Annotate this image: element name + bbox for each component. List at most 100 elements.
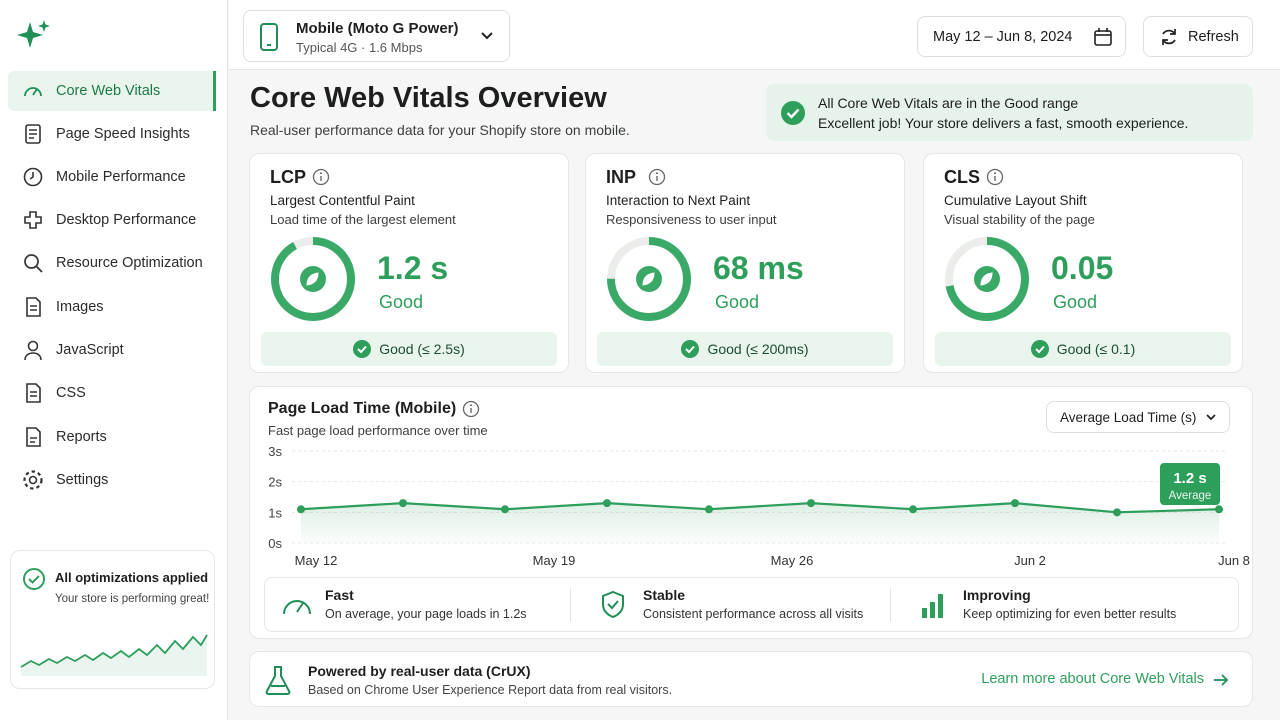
summary-text: Keep optimizing for even better results	[963, 607, 1177, 621]
nav-label: JavaScript	[56, 342, 124, 358]
metric-rating: Good	[1053, 292, 1098, 312]
metric-name: Interaction to Next Paint	[606, 193, 751, 208]
page-title: Core Web Vitals Overview	[250, 82, 607, 114]
shield-icon	[602, 590, 624, 619]
footer-text: Based on Chrome User Experience Report d…	[308, 683, 673, 697]
metric-desc: Responsiveness to user input	[606, 212, 777, 227]
arrow-icon	[1214, 674, 1229, 686]
refresh-button[interactable]: Refresh	[1143, 16, 1253, 57]
sidebar: Core Web Vitals Page Speed Insights Mobile…	[0, 0, 228, 720]
sparkline	[20, 634, 208, 676]
gauge	[607, 237, 691, 321]
nav-item[interactable]: JavaScript	[8, 330, 216, 370]
chevron	[1206, 414, 1216, 421]
threshold-text: Good (≤ 200ms)	[707, 341, 809, 357]
nav-item[interactable]: Mobile Performance	[8, 157, 216, 197]
summary-text: On average, your page loads in 1.2s	[325, 607, 527, 621]
date-range[interactable]: May 12 – Jun 8, 2024	[917, 16, 1126, 57]
metric-name: Cumulative Layout Shift	[944, 193, 1087, 208]
info-icon	[312, 168, 330, 186]
nav-item[interactable]: Images	[8, 287, 216, 327]
metric-desc: Load time of the largest element	[270, 212, 456, 227]
check-icon	[353, 340, 372, 358]
nav-label: Images	[56, 299, 104, 315]
summary-title: Stable	[643, 587, 686, 603]
logo	[17, 20, 50, 48]
nav-item[interactable]: Desktop Performance	[8, 200, 216, 240]
info-icon	[462, 400, 480, 418]
threshold-text: Good (≤ 0.1)	[1056, 341, 1136, 357]
learn-more-link[interactable]: Learn more about Core Web Vitals	[981, 671, 1204, 687]
nav-label: Core Web Vitals	[56, 83, 161, 99]
chevron	[481, 32, 493, 40]
device-name: Mobile (Moto G Power)	[296, 20, 459, 37]
status-card: All optimizations applied Your store is …	[10, 550, 215, 689]
summary-bar: Fast On average, your page loads in 1.2s S…	[264, 577, 1239, 632]
threshold-badge: Good (≤ 200ms)	[597, 332, 893, 366]
threshold-text: Good (≤ 2.5s)	[379, 341, 465, 357]
nav-icon	[26, 383, 41, 403]
metric-rating: Good	[379, 292, 424, 312]
nav-item[interactable]: Reports	[8, 417, 216, 457]
gauge	[945, 237, 1029, 321]
device-selector[interactable]: Mobile (Moto G Power) Typical 4G · 1.6 M…	[243, 10, 510, 62]
nav-icon	[26, 297, 41, 317]
footer-title: Powered by real-user data (CrUX)	[308, 663, 531, 679]
metric-code: INP	[606, 167, 637, 187]
metric-name: Largest Contentful Paint	[270, 193, 415, 208]
metric-card: CLS Cumulative Layout Shift Visual stabi…	[923, 153, 1243, 373]
metric-desc: Visual stability of the page	[944, 212, 1095, 227]
nav-icon	[26, 427, 41, 447]
check-icon	[1030, 340, 1049, 358]
nav-icon	[24, 340, 42, 361]
check-icon	[681, 340, 700, 358]
banner-text: Excellent job! Your store delivers a fas…	[818, 115, 1189, 131]
nav-item[interactable]: Resource Optimization	[8, 243, 216, 283]
threshold-badge: Good (≤ 0.1)	[935, 332, 1231, 366]
nav-icon	[24, 211, 42, 229]
nav-label: Resource Optimization	[56, 255, 203, 271]
chart-card: Page Load Time (Mobile) Fast page load p…	[249, 386, 1253, 639]
status-text: Your store is performing great!	[55, 593, 210, 605]
nav-label: Settings	[56, 472, 109, 488]
status-title: All optimizations applied	[55, 570, 209, 585]
bars-icon	[922, 594, 943, 618]
metric-code: LCP	[270, 167, 306, 187]
nav-label: Mobile Performance	[56, 169, 186, 185]
nav-item[interactable]: CSS	[8, 373, 216, 413]
footer-card: Powered by real-user data (CrUX) Based o…	[249, 651, 1253, 707]
metric-card: LCP Largest Contentful Paint Load time o…	[249, 153, 569, 373]
nav-item[interactable]: Settings	[8, 460, 216, 500]
chart-subtitle: Fast page load performance over time	[268, 423, 488, 438]
divider	[570, 588, 571, 622]
metric-code: CLS	[944, 167, 980, 187]
info-icon	[986, 168, 1004, 186]
divider	[890, 588, 891, 622]
summary-item: Fast On average, your page loads in 1.2s	[325, 587, 527, 621]
nav-item[interactable]: Page Speed Insights	[8, 114, 216, 154]
banner-title: All Core Web Vitals are in the Good rang…	[818, 95, 1079, 111]
metric-selector[interactable]: Average Load Time (s)	[1046, 401, 1230, 433]
summary-title: Fast	[325, 587, 354, 603]
metric-card: INP Interaction to Next Paint Responsive…	[585, 153, 905, 373]
date-range-text: May 12 – Jun 8, 2024	[933, 28, 1073, 45]
info-icon	[648, 168, 666, 186]
nav-icon	[23, 470, 43, 490]
nav-icon	[24, 254, 43, 273]
nav-label: Reports	[56, 429, 107, 445]
nav-label: Page Speed Insights	[56, 126, 190, 142]
phone-icon	[260, 23, 278, 51]
calendar-icon	[1094, 28, 1112, 46]
gauge	[271, 237, 355, 321]
banner-check	[781, 101, 805, 125]
refresh-label: Refresh	[1188, 28, 1239, 45]
refresh-icon	[1162, 28, 1176, 45]
summary-item: Improving Keep optimizing for even better…	[963, 587, 1176, 621]
metric-value: 1.2 s	[377, 250, 449, 286]
metric-rating: Good	[715, 292, 760, 312]
nav-item[interactable]: Core Web Vitals	[8, 71, 216, 111]
summary-title: Improving	[963, 587, 1031, 603]
device-detail: Typical 4G · 1.6 Mbps	[296, 40, 423, 55]
nav-icon	[24, 87, 42, 97]
